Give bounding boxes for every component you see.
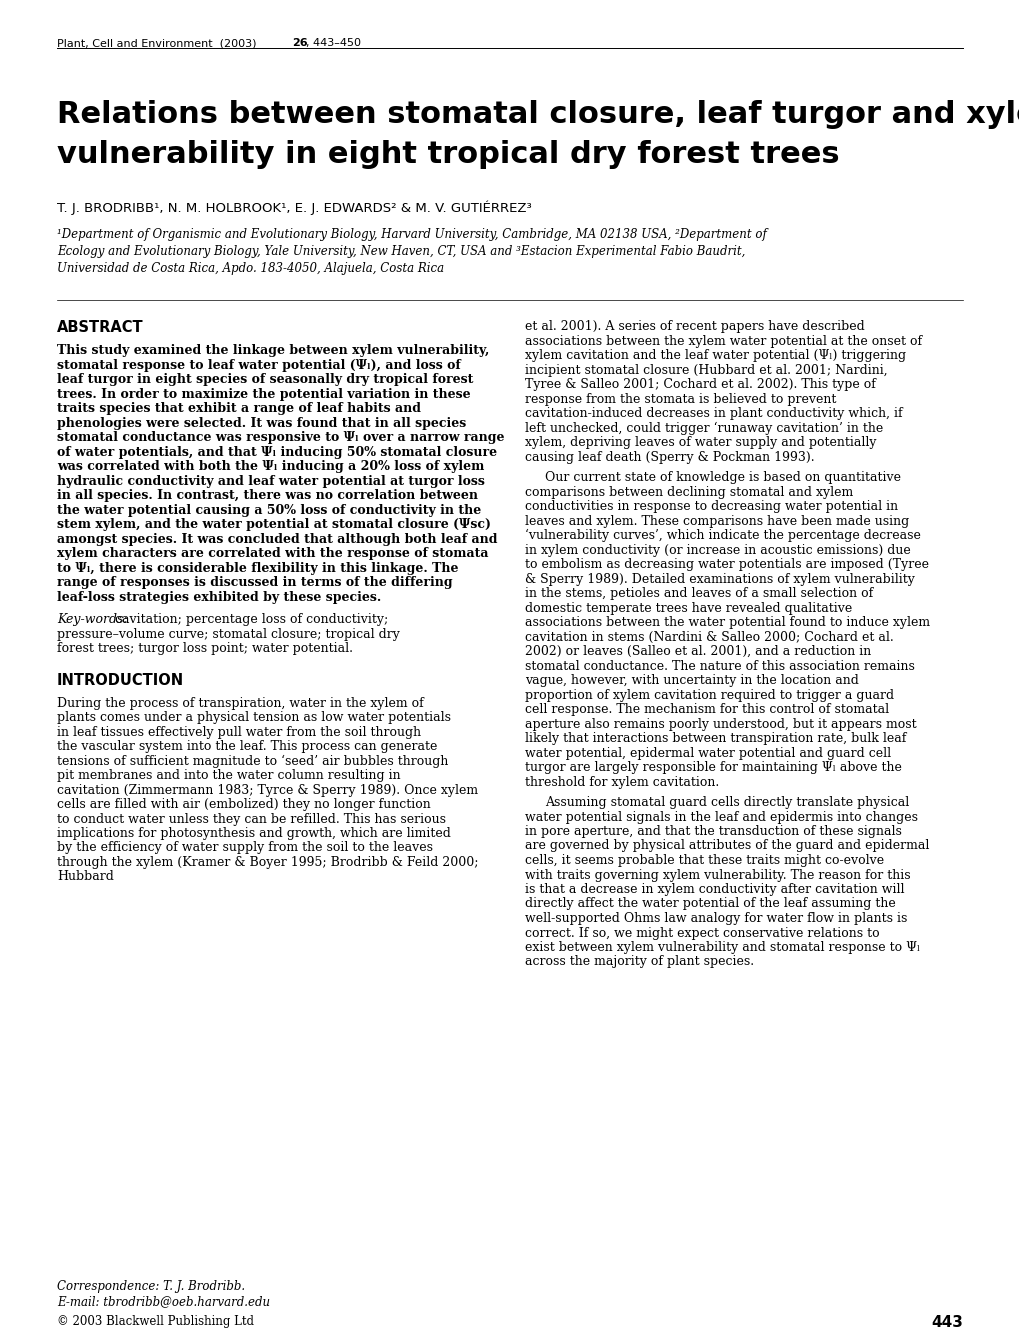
- Text: xylem characters are correlated with the response of stomata: xylem characters are correlated with the…: [57, 547, 488, 561]
- Text: cells are filled with air (embolized) they no longer function: cells are filled with air (embolized) th…: [57, 798, 430, 811]
- Text: range of responses is discussed in terms of the differing: range of responses is discussed in terms…: [57, 577, 452, 589]
- Text: water potential, epidermal water potential and guard cell: water potential, epidermal water potenti…: [525, 747, 891, 759]
- Text: domestic temperate trees have revealed qualitative: domestic temperate trees have revealed q…: [525, 602, 852, 614]
- Text: INTRODUCTION: INTRODUCTION: [57, 672, 184, 688]
- Text: in the stems, petioles and leaves of a small selection of: in the stems, petioles and leaves of a s…: [525, 587, 872, 599]
- Text: ABSTRACT: ABSTRACT: [57, 320, 144, 335]
- Text: stomatal response to leaf water potential (Ψₗ), and loss of: stomatal response to leaf water potentia…: [57, 358, 461, 371]
- Text: associations between the water potential found to induce xylem: associations between the water potential…: [525, 616, 929, 629]
- Text: is that a decrease in xylem conductivity after cavitation will: is that a decrease in xylem conductivity…: [525, 882, 904, 896]
- Text: to embolism as decreasing water potentials are imposed (Tyree: to embolism as decreasing water potentia…: [525, 558, 928, 571]
- Text: amongst species. It was concluded that although both leaf and: amongst species. It was concluded that a…: [57, 532, 497, 546]
- Text: associations between the xylem water potential at the onset of: associations between the xylem water pot…: [525, 334, 921, 347]
- Text: with traits governing xylem vulnerability. The reason for this: with traits governing xylem vulnerabilit…: [525, 869, 910, 881]
- Text: & Sperry 1989). Detailed examinations of xylem vulnerability: & Sperry 1989). Detailed examinations of…: [525, 573, 914, 586]
- Text: comparisons between declining stomatal and xylem: comparisons between declining stomatal a…: [525, 485, 853, 499]
- Text: implications for photosynthesis and growth, which are limited: implications for photosynthesis and grow…: [57, 827, 450, 839]
- Text: leaf-loss strategies exhibited by these species.: leaf-loss strategies exhibited by these …: [57, 590, 381, 603]
- Text: E-mail: tbrodribb@oeb.harvard.edu: E-mail: tbrodribb@oeb.harvard.edu: [57, 1295, 270, 1307]
- Text: cell response. The mechanism for this control of stomatal: cell response. The mechanism for this co…: [525, 703, 889, 716]
- Text: 443: 443: [930, 1316, 962, 1330]
- Text: by the efficiency of water supply from the soil to the leaves: by the efficiency of water supply from t…: [57, 842, 433, 854]
- Text: conductivities in response to decreasing water potential in: conductivities in response to decreasing…: [525, 500, 898, 514]
- Text: traits species that exhibit a range of leaf habits and: traits species that exhibit a range of l…: [57, 402, 421, 414]
- Text: hydraulic conductivity and leaf water potential at turgor loss: hydraulic conductivity and leaf water po…: [57, 475, 484, 488]
- Text: through the xylem (Kramer & Boyer 1995; Brodribb & Feild 2000;: through the xylem (Kramer & Boyer 1995; …: [57, 856, 478, 869]
- Text: leaves and xylem. These comparisons have been made using: leaves and xylem. These comparisons have…: [525, 515, 908, 527]
- Text: T. J. BRODRIBB¹, N. M. HOLBROOK¹, E. J. EDWARDS² & M. V. GUTIÉRREZ³: T. J. BRODRIBB¹, N. M. HOLBROOK¹, E. J. …: [57, 200, 531, 215]
- Text: in leaf tissues effectively pull water from the soil through: in leaf tissues effectively pull water f…: [57, 725, 421, 739]
- Text: plants comes under a physical tension as low water potentials: plants comes under a physical tension as…: [57, 711, 450, 724]
- Text: in xylem conductivity (or increase in acoustic emissions) due: in xylem conductivity (or increase in ac…: [525, 543, 910, 557]
- Text: the water potential causing a 50% loss of conductivity in the: the water potential causing a 50% loss o…: [57, 503, 481, 516]
- Text: the vascular system into the leaf. This process can generate: the vascular system into the leaf. This …: [57, 740, 437, 754]
- Text: cavitation; percentage loss of conductivity;: cavitation; percentage loss of conductiv…: [115, 613, 388, 626]
- Text: © 2003 Blackwell Publishing Ltd: © 2003 Blackwell Publishing Ltd: [57, 1316, 254, 1328]
- Text: ¹Department of Organismic and Evolutionary Biology, Harvard University, Cambridg: ¹Department of Organismic and Evolutiona…: [57, 228, 766, 241]
- Text: incipient stomatal closure (Hubbard et al. 2001; Nardini,: incipient stomatal closure (Hubbard et a…: [525, 363, 887, 377]
- Text: leaf turgor in eight species of seasonally dry tropical forest: leaf turgor in eight species of seasonal…: [57, 373, 473, 386]
- Text: stomatal conductance. The nature of this association remains: stomatal conductance. The nature of this…: [525, 660, 914, 672]
- Text: likely that interactions between transpiration rate, bulk leaf: likely that interactions between transpi…: [525, 732, 906, 746]
- Text: across the majority of plant species.: across the majority of plant species.: [525, 956, 753, 968]
- Text: stomatal conductance was responsive to Ψₗ over a narrow range: stomatal conductance was responsive to Ψ…: [57, 430, 504, 444]
- Text: proportion of xylem cavitation required to trigger a guard: proportion of xylem cavitation required …: [525, 688, 894, 701]
- Text: cavitation (Zimmermann 1983; Tyrce & Sperry 1989). Once xylem: cavitation (Zimmermann 1983; Tyrce & Spe…: [57, 783, 478, 797]
- Text: vulnerability in eight tropical dry forest trees: vulnerability in eight tropical dry fore…: [57, 139, 839, 169]
- Text: Universidad de Costa Rica, Apdo. 183-4050, Alajuela, Costa Rica: Universidad de Costa Rica, Apdo. 183-405…: [57, 261, 443, 275]
- Text: During the process of transpiration, water in the xylem of: During the process of transpiration, wat…: [57, 696, 423, 709]
- Text: forest trees; turgor loss point; water potential.: forest trees; turgor loss point; water p…: [57, 642, 353, 654]
- Text: xylem cavitation and the leaf water potential (Ψₗ) triggering: xylem cavitation and the leaf water pote…: [525, 349, 905, 362]
- Text: stem xylem, and the water potential at stomatal closure (Ψsc): stem xylem, and the water potential at s…: [57, 518, 490, 531]
- Text: to conduct water unless they can be refilled. This has serious: to conduct water unless they can be refi…: [57, 813, 445, 826]
- Text: directly affect the water potential of the leaf assuming the: directly affect the water potential of t…: [525, 897, 895, 911]
- Text: cavitation-induced decreases in plant conductivity which, if: cavitation-induced decreases in plant co…: [525, 408, 902, 420]
- Text: tensions of sufficient magnitude to ‘seed’ air bubbles through: tensions of sufficient magnitude to ‘see…: [57, 755, 448, 768]
- Text: cells, it seems probable that these traits might co-evolve: cells, it seems probable that these trai…: [525, 854, 883, 868]
- Text: are governed by physical attributes of the guard and epidermal: are governed by physical attributes of t…: [525, 839, 928, 853]
- Text: 2002) or leaves (Salleo et al. 2001), and a reduction in: 2002) or leaves (Salleo et al. 2001), an…: [525, 645, 870, 658]
- Text: Ecology and Evolutionary Biology, Yale University, New Haven, CT, USA and ³Estac: Ecology and Evolutionary Biology, Yale U…: [57, 245, 745, 257]
- Text: of water potentials, and that Ψₗ inducing 50% stomatal closure: of water potentials, and that Ψₗ inducin…: [57, 445, 496, 459]
- Text: pit membranes and into the water column resulting in: pit membranes and into the water column …: [57, 768, 400, 782]
- Text: cavitation in stems (Nardini & Salleo 2000; Cochard et al.: cavitation in stems (Nardini & Salleo 20…: [525, 630, 893, 644]
- Text: vague, however, with uncertainty in the location and: vague, however, with uncertainty in the …: [525, 675, 858, 687]
- Text: trees. In order to maximize the potential variation in these: trees. In order to maximize the potentia…: [57, 388, 470, 401]
- Text: threshold for xylem cavitation.: threshold for xylem cavitation.: [525, 775, 718, 789]
- Text: et al. 2001). A series of recent papers have described: et al. 2001). A series of recent papers …: [525, 320, 864, 333]
- Text: Assuming stomatal guard cells directly translate physical: Assuming stomatal guard cells directly t…: [544, 797, 908, 809]
- Text: Hubbard: Hubbard: [57, 870, 114, 884]
- Text: aperture also remains poorly understood, but it appears most: aperture also remains poorly understood,…: [525, 717, 916, 731]
- Text: water potential signals in the leaf and epidermis into changes: water potential signals in the leaf and …: [525, 810, 917, 823]
- Text: Tyree & Salleo 2001; Cochard et al. 2002). This type of: Tyree & Salleo 2001; Cochard et al. 2002…: [525, 378, 875, 392]
- Text: 26: 26: [291, 38, 308, 48]
- Text: Relations between stomatal closure, leaf turgor and xylem: Relations between stomatal closure, leaf…: [57, 101, 1019, 129]
- Text: was correlated with both the Ψₗ inducing a 20% loss of xylem: was correlated with both the Ψₗ inducing…: [57, 460, 484, 473]
- Text: phenologies were selected. It was found that in all species: phenologies were selected. It was found …: [57, 417, 466, 429]
- Text: turgor are largely responsible for maintaining Ψₗ above the: turgor are largely responsible for maint…: [525, 760, 901, 774]
- Text: well-supported Ohms law analogy for water flow in plants is: well-supported Ohms law analogy for wate…: [525, 912, 907, 925]
- Text: causing leaf death (Sperry & Pockman 1993).: causing leaf death (Sperry & Pockman 199…: [525, 451, 814, 464]
- Text: xylem, depriving leaves of water supply and potentially: xylem, depriving leaves of water supply …: [525, 436, 875, 449]
- Text: Plant, Cell and Environment  (2003): Plant, Cell and Environment (2003): [57, 38, 263, 48]
- Text: to Ψₗ, there is considerable flexibility in this linkage. The: to Ψₗ, there is considerable flexibility…: [57, 562, 459, 574]
- Text: Correspondence: T. J. Brodribb.: Correspondence: T. J. Brodribb.: [57, 1281, 245, 1293]
- Text: response from the stomata is believed to prevent: response from the stomata is believed to…: [525, 393, 836, 405]
- Text: Our current state of knowledge is based on quantitative: Our current state of knowledge is based …: [544, 471, 900, 484]
- Text: pressure–volume curve; stomatal closure; tropical dry: pressure–volume curve; stomatal closure;…: [57, 628, 399, 641]
- Text: left unchecked, could trigger ‘runaway cavitation’ in the: left unchecked, could trigger ‘runaway c…: [525, 421, 882, 434]
- Text: in all species. In contrast, there was no correlation between: in all species. In contrast, there was n…: [57, 489, 478, 502]
- Text: ‘vulnerability curves’, which indicate the percentage decrease: ‘vulnerability curves’, which indicate t…: [525, 528, 920, 542]
- Text: in pore aperture, and that the transduction of these signals: in pore aperture, and that the transduct…: [525, 825, 901, 838]
- Text: This study examined the linkage between xylem vulnerability,: This study examined the linkage between …: [57, 345, 489, 357]
- Text: , 443–450: , 443–450: [306, 38, 361, 48]
- Text: correct. If so, we might expect conservative relations to: correct. If so, we might expect conserva…: [525, 927, 878, 940]
- Text: Key-words:: Key-words:: [57, 613, 127, 626]
- Text: exist between xylem vulnerability and stomatal response to Ψₗ: exist between xylem vulnerability and st…: [525, 941, 919, 953]
